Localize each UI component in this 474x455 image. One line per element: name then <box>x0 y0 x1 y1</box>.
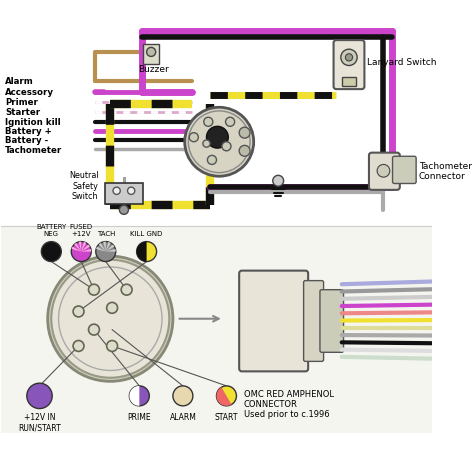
Circle shape <box>204 118 213 127</box>
Circle shape <box>48 257 173 381</box>
Wedge shape <box>99 243 106 252</box>
Circle shape <box>89 324 100 335</box>
Text: BATTERY
NEG: BATTERY NEG <box>36 224 66 237</box>
Circle shape <box>239 128 250 139</box>
Circle shape <box>222 142 231 152</box>
Text: OMC RED AMPHENOL
CONNECTOR
Used prior to c.1996: OMC RED AMPHENOL CONNECTOR Used prior to… <box>244 389 334 419</box>
FancyBboxPatch shape <box>369 153 400 191</box>
Wedge shape <box>74 243 81 252</box>
Bar <box>342 78 356 87</box>
Circle shape <box>89 285 100 295</box>
FancyBboxPatch shape <box>334 41 365 90</box>
Wedge shape <box>103 242 106 252</box>
Text: D: D <box>191 133 197 142</box>
Circle shape <box>217 386 237 406</box>
Wedge shape <box>106 245 114 252</box>
Text: A: A <box>227 118 233 127</box>
Circle shape <box>119 206 128 215</box>
Text: C: C <box>206 118 211 127</box>
Circle shape <box>71 242 91 262</box>
Text: FUSED
+12V: FUSED +12V <box>70 224 93 237</box>
Circle shape <box>129 386 149 406</box>
Circle shape <box>226 118 235 127</box>
Text: KILL GND: KILL GND <box>130 231 163 237</box>
Text: +12V IN
RUN/START: +12V IN RUN/START <box>18 412 61 432</box>
Text: B: B <box>209 156 215 165</box>
Circle shape <box>273 176 283 187</box>
Text: M: M <box>223 142 230 152</box>
FancyBboxPatch shape <box>105 183 143 205</box>
Circle shape <box>173 386 193 406</box>
Bar <box>1 227 431 433</box>
Text: Ignition kill: Ignition kill <box>5 118 61 127</box>
FancyBboxPatch shape <box>239 271 308 372</box>
Text: Starter: Starter <box>5 108 40 117</box>
Text: Battery +: Battery + <box>5 127 52 136</box>
FancyArrowPatch shape <box>179 316 219 322</box>
Circle shape <box>41 242 61 262</box>
Wedge shape <box>72 247 81 252</box>
Circle shape <box>128 188 135 195</box>
Circle shape <box>203 141 210 148</box>
Wedge shape <box>106 243 111 252</box>
Text: Accessory: Accessory <box>5 88 54 97</box>
Circle shape <box>377 165 390 178</box>
FancyBboxPatch shape <box>320 290 344 353</box>
Circle shape <box>73 306 84 317</box>
FancyBboxPatch shape <box>143 45 159 65</box>
Text: PRIME: PRIME <box>128 412 151 421</box>
Circle shape <box>341 50 357 66</box>
Circle shape <box>208 156 217 165</box>
Circle shape <box>207 127 228 149</box>
Text: Neutral
Safety
Switch: Neutral Safety Switch <box>69 171 99 201</box>
Text: Alarm: Alarm <box>5 77 34 86</box>
Circle shape <box>185 108 254 177</box>
Circle shape <box>107 303 118 313</box>
Circle shape <box>96 242 116 262</box>
FancyBboxPatch shape <box>392 157 416 184</box>
Circle shape <box>73 341 84 352</box>
Text: TACH: TACH <box>97 231 115 237</box>
Circle shape <box>107 341 118 352</box>
Text: START: START <box>215 412 238 421</box>
Wedge shape <box>129 386 139 406</box>
Text: Primer: Primer <box>5 98 38 107</box>
Circle shape <box>121 285 132 295</box>
Circle shape <box>27 383 52 409</box>
Circle shape <box>51 260 169 378</box>
Wedge shape <box>79 242 81 252</box>
Text: S: S <box>204 140 209 149</box>
Circle shape <box>189 133 198 142</box>
Text: Lanyard Switch: Lanyard Switch <box>367 58 437 67</box>
FancyBboxPatch shape <box>304 281 324 362</box>
Bar <box>1 20 431 227</box>
Text: Tachometer
Connector: Tachometer Connector <box>419 162 472 181</box>
Text: Tachometer: Tachometer <box>5 145 62 154</box>
Circle shape <box>113 188 120 195</box>
Wedge shape <box>217 387 231 406</box>
Wedge shape <box>106 249 116 252</box>
Wedge shape <box>81 249 91 252</box>
Circle shape <box>346 55 353 62</box>
Text: ALARM: ALARM <box>170 412 196 421</box>
Text: Battery -: Battery - <box>5 136 48 145</box>
Circle shape <box>239 146 250 157</box>
Text: Buzzer: Buzzer <box>138 65 169 74</box>
Wedge shape <box>137 242 146 262</box>
Wedge shape <box>81 243 86 252</box>
Wedge shape <box>96 247 106 252</box>
Circle shape <box>146 48 155 57</box>
Circle shape <box>137 242 156 262</box>
Wedge shape <box>81 245 90 252</box>
